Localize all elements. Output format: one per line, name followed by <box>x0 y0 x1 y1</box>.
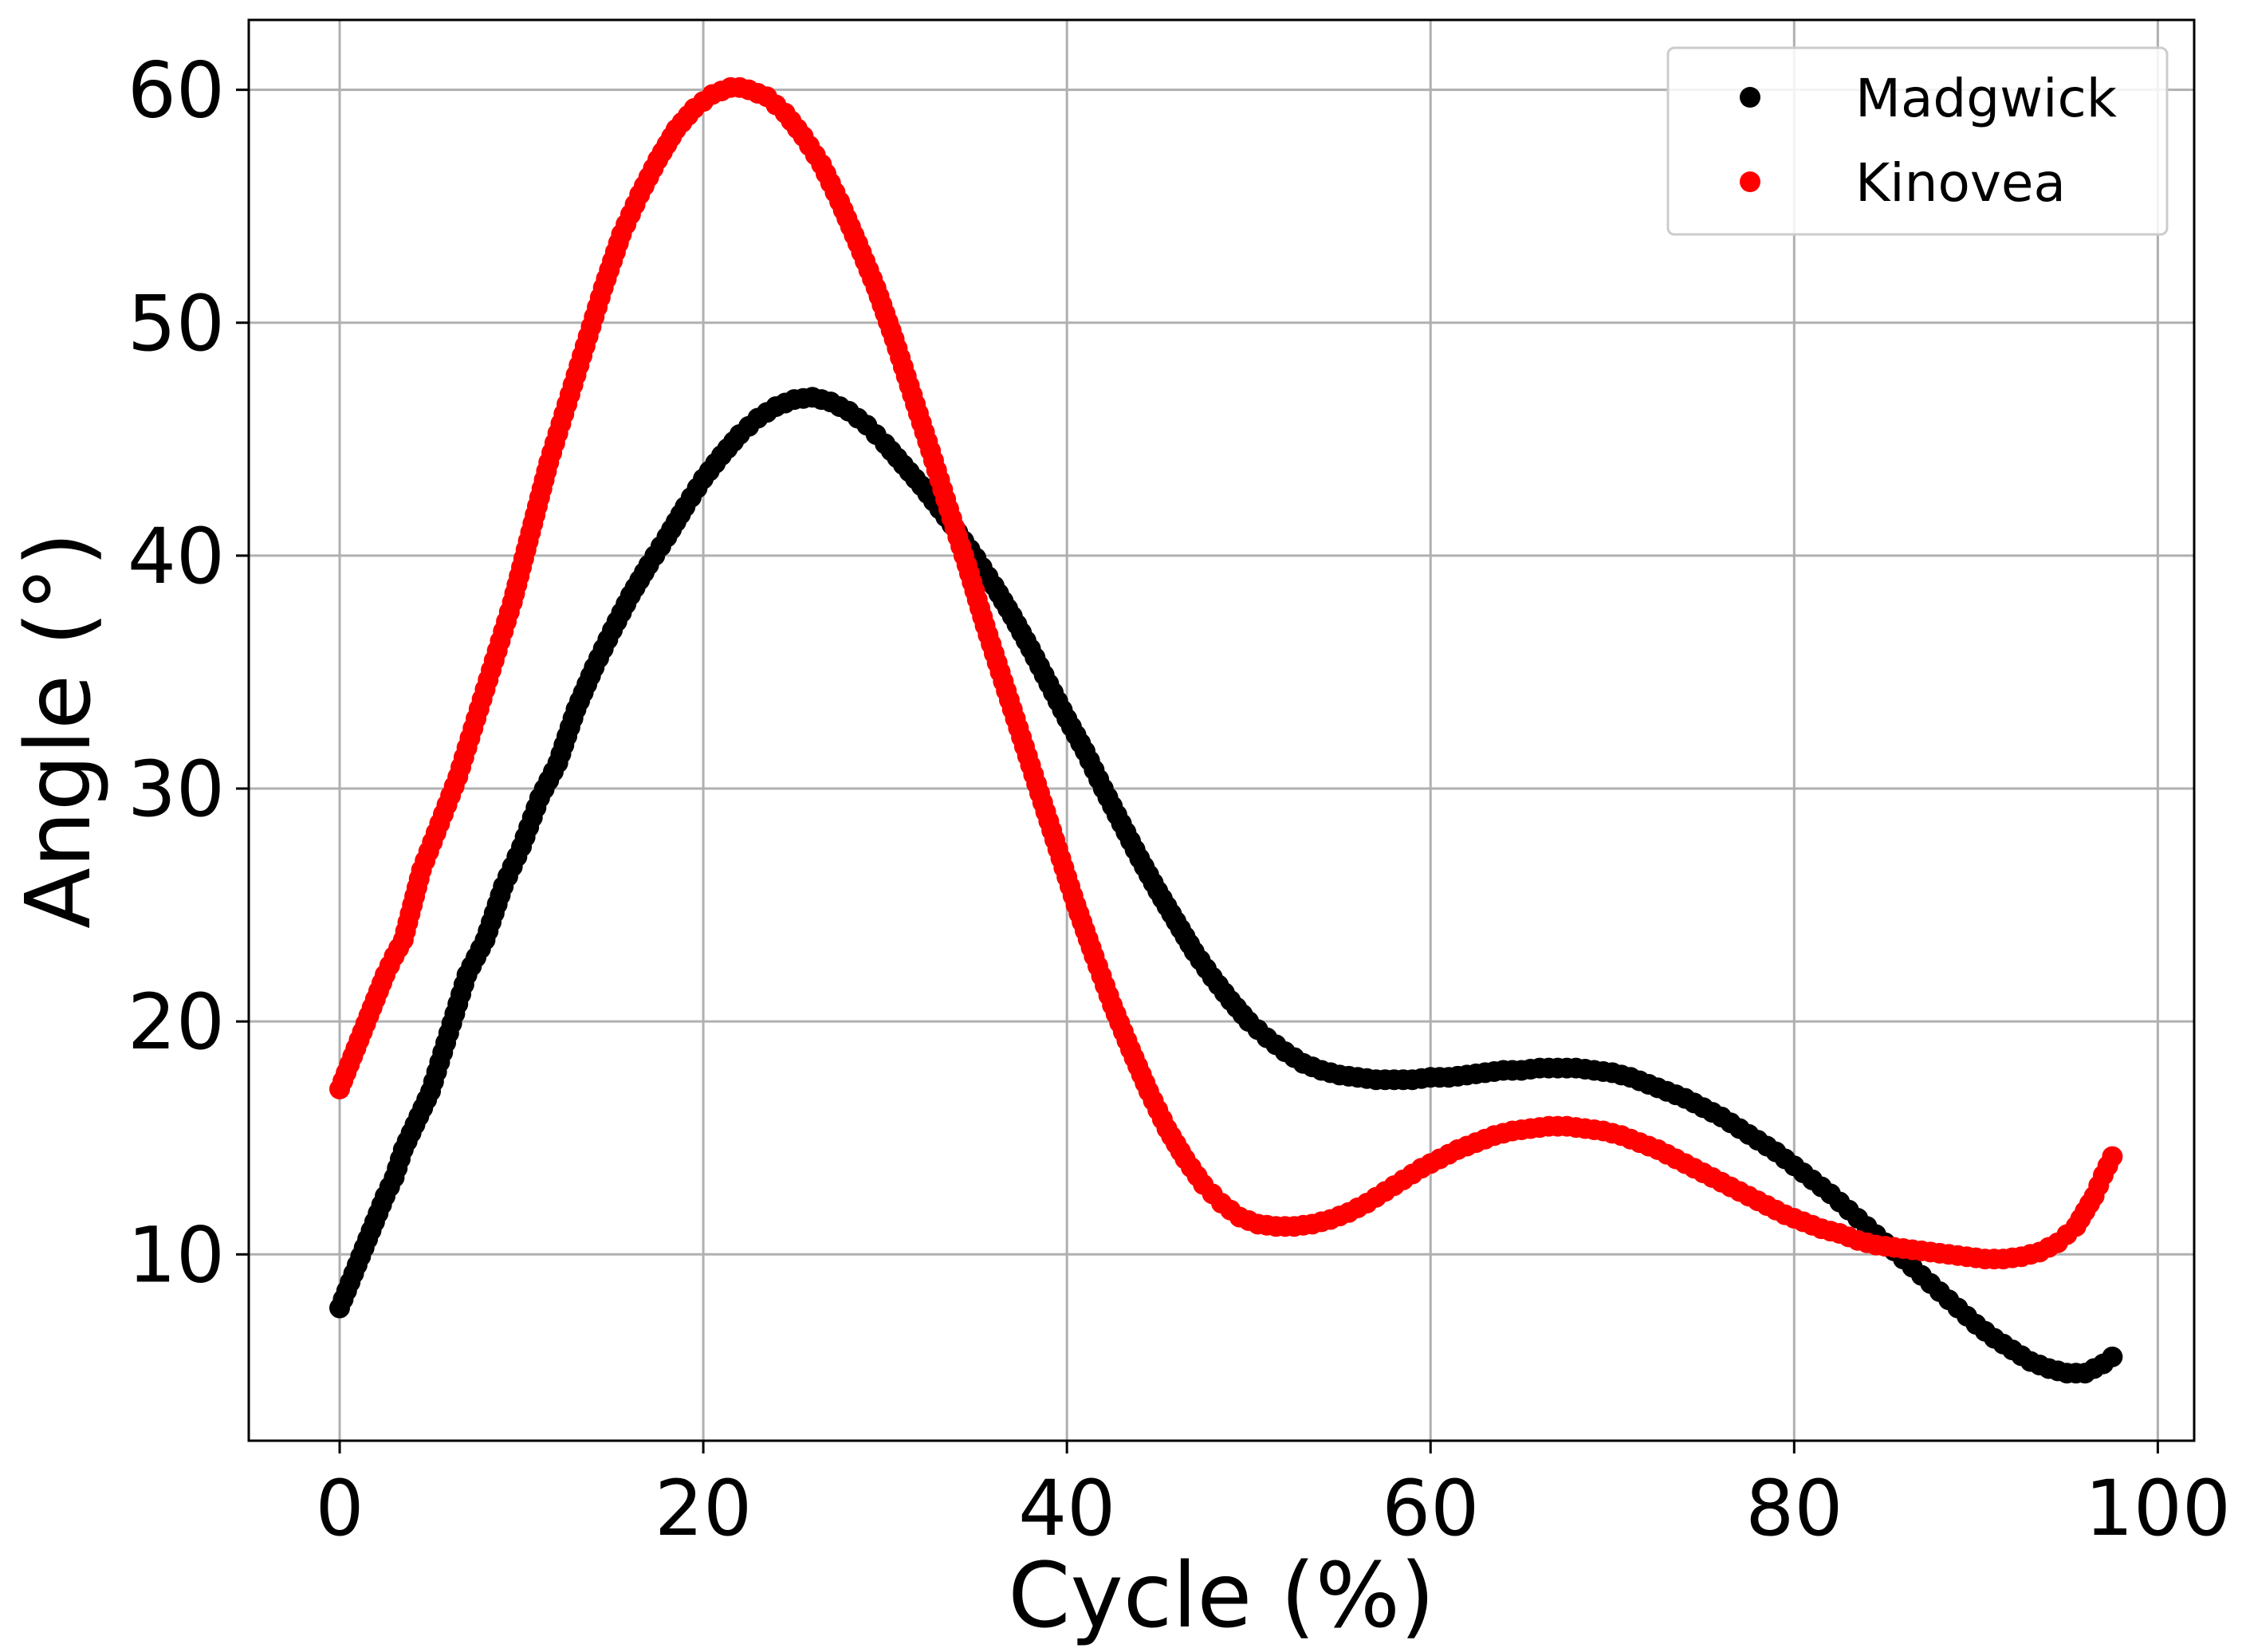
plot-frame <box>247 18 2196 1442</box>
y-tick-label-60: 60 <box>128 46 225 136</box>
series-layer <box>329 77 2123 1384</box>
x-tick-label-0: 0 <box>315 1464 364 1553</box>
x-tick-label-100: 100 <box>2085 1464 2231 1553</box>
y-tick-label-50: 50 <box>128 279 225 368</box>
x-axis-title: Cycle (%) <box>1008 1544 1435 1648</box>
legend: Madgwick Kinovea <box>1666 46 2169 236</box>
x-tick-label-80: 80 <box>1745 1464 1843 1553</box>
y-tick-label-10: 10 <box>128 1210 225 1300</box>
y-tick-label-40: 40 <box>128 512 225 601</box>
y-tick-label-20: 20 <box>128 977 225 1067</box>
point-madgwick <box>2102 1346 2123 1367</box>
series-kinovea <box>329 77 2123 1270</box>
x-tick-label-20: 20 <box>655 1464 752 1553</box>
legend-label-madgwick: Madgwick <box>1855 68 2118 129</box>
y-tick-label-30: 30 <box>128 745 225 834</box>
legend-box <box>1666 46 2169 236</box>
legend-marker-kinovea <box>1740 171 1760 192</box>
x-tick-label-40: 40 <box>1018 1464 1115 1553</box>
legend-marker-madgwick <box>1740 87 1760 108</box>
x-tick-label-60: 60 <box>1382 1464 1479 1553</box>
ticks: 0 20 40 60 80 100 10 20 30 40 50 60 <box>128 46 2231 1553</box>
y-axis-title: Angle (°) <box>7 532 111 929</box>
point-kinovea <box>2102 1146 2123 1167</box>
legend-label-kinovea: Kinovea <box>1855 152 2066 214</box>
series-madgwick <box>329 387 2123 1384</box>
